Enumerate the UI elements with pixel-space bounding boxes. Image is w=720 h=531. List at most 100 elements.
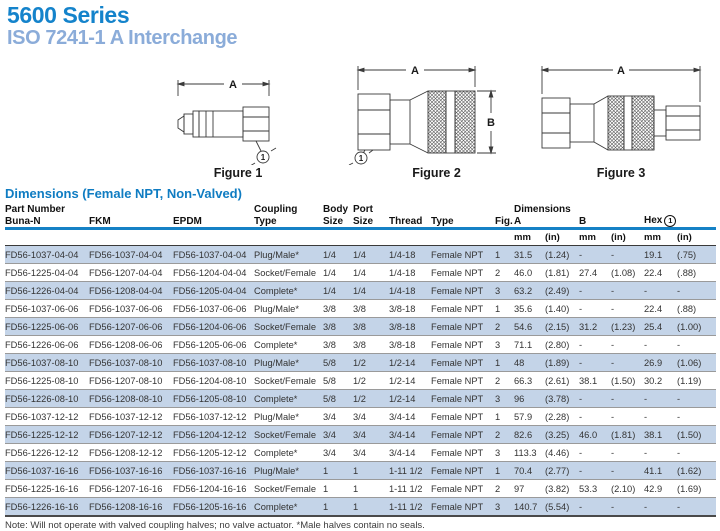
cell-body: 5/8 xyxy=(323,389,354,408)
cell-b_mm: - xyxy=(579,389,612,408)
cell-fig: 2 xyxy=(495,317,515,336)
cell-thread: 1-11 1/2 xyxy=(389,497,432,517)
cell-epdm: FD56-1205-04-04 xyxy=(173,281,255,300)
cell-a_in: (2.61) xyxy=(545,371,580,390)
cell-b_in: - xyxy=(611,335,645,354)
cell-fkm: FD56-1207-06-06 xyxy=(89,317,173,336)
cell-hex_mm: 22.4 xyxy=(644,263,678,282)
cell-body: 5/8 xyxy=(323,353,354,372)
table-row: FD56-1226-08-10 FD56-1208-08-10 FD56-1205-… xyxy=(5,389,717,408)
cell-fig: 2 xyxy=(495,263,515,282)
cell-hex_in: - xyxy=(677,281,717,300)
figure-3-drawing: A xyxy=(540,65,702,151)
cell-fig: 3 xyxy=(495,497,515,517)
cell-b_in: - xyxy=(611,245,645,264)
table-row: FD56-1037-08-10 FD56-1037-08-10 FD56-1037-… xyxy=(5,353,717,372)
cell-epdm: FD56-1204-16-16 xyxy=(173,479,255,498)
cell-body: 3/4 xyxy=(323,407,354,426)
cell-port: 1/2 xyxy=(353,353,390,372)
cell-type: Female NPT xyxy=(431,353,496,372)
cell-thread: 3/4-14 xyxy=(389,425,432,444)
cell-hex_in: - xyxy=(677,389,717,408)
cell-type: Female NPT xyxy=(431,263,496,282)
table-row: FD56-1037-04-04 FD56-1037-04-04 FD56-1037-… xyxy=(5,245,717,264)
cell-type: Female NPT xyxy=(431,425,496,444)
header-dimensions: Dimensions xyxy=(514,204,571,215)
figure-1-dim-a-label: A xyxy=(229,79,237,91)
cell-hex_in: - xyxy=(677,407,717,426)
cell-fkm: FD56-1037-12-12 xyxy=(89,407,173,426)
cell-buna: FD56-1037-16-16 xyxy=(5,461,89,480)
cell-fig: 3 xyxy=(495,389,515,408)
header-b-in: (in) xyxy=(611,228,645,246)
cell-epdm: FD56-1204-12-12 xyxy=(173,425,255,444)
cell-type: Female NPT xyxy=(431,299,496,318)
cell-buna: FD56-1226-16-16 xyxy=(5,497,89,517)
cell-coupling: Socket/Female xyxy=(254,479,324,498)
figure-3: A Figure 3 xyxy=(528,60,714,180)
cell-coupling: Plug/Male* xyxy=(254,299,324,318)
figure-3-dim-a-label: A xyxy=(617,65,625,77)
cell-a_in: (1.89) xyxy=(545,353,580,372)
header-type: Type xyxy=(431,215,496,230)
cell-hex_mm: 22.4 xyxy=(644,299,678,318)
cell-b_in: - xyxy=(611,353,645,372)
cell-hex_in: (1.00) xyxy=(677,317,717,336)
cell-coupling: Socket/Female xyxy=(254,317,324,336)
cell-fkm: FD56-1208-08-10 xyxy=(89,389,173,408)
cell-port: 1/4 xyxy=(353,245,390,264)
header-body-line1: Body xyxy=(323,204,349,215)
cell-thread: 1-11 1/2 xyxy=(389,461,432,480)
cell-thread: 1/2-14 xyxy=(389,389,432,408)
cell-buna: FD56-1225-06-06 xyxy=(5,317,89,336)
cell-port: 1/2 xyxy=(353,389,390,408)
cell-a_mm: 96 xyxy=(514,389,546,408)
cell-a_in: (1.24) xyxy=(545,245,580,264)
header-port-line2: Size xyxy=(353,215,390,230)
cell-type: Female NPT xyxy=(431,281,496,300)
header-port-line1: Port xyxy=(353,204,374,215)
cell-a_mm: 82.6 xyxy=(514,425,546,444)
cell-epdm: FD56-1205-12-12 xyxy=(173,443,255,462)
cell-hex_mm: - xyxy=(644,281,678,300)
cell-fkm: FD56-1037-06-06 xyxy=(89,299,173,318)
cell-thread: 1/2-14 xyxy=(389,353,432,372)
cell-b_mm: 53.3 xyxy=(579,479,612,498)
cell-port: 3/4 xyxy=(353,425,390,444)
cell-hex_mm: 30.2 xyxy=(644,371,678,390)
cell-type: Female NPT xyxy=(431,461,496,480)
cell-a_mm: 48 xyxy=(514,353,546,372)
cell-coupling: Complete* xyxy=(254,335,324,354)
cell-coupling: Complete* xyxy=(254,443,324,462)
dimensions-table: Part Number Coupling Body Port Dimension… xyxy=(5,204,717,517)
cell-hex_in: (.75) xyxy=(677,245,717,264)
header-hex-in: (in) xyxy=(677,228,717,246)
cell-b_in: (1.50) xyxy=(611,371,645,390)
cell-a_mm: 35.6 xyxy=(514,299,546,318)
cell-a_mm: 31.5 xyxy=(514,245,546,264)
cell-b_in: (1.81) xyxy=(611,425,645,444)
cell-epdm: FD56-1205-08-10 xyxy=(173,389,255,408)
cell-fkm: FD56-1037-04-04 xyxy=(89,245,173,264)
cell-epdm: FD56-1037-06-06 xyxy=(173,299,255,318)
figure-3-caption: Figure 3 xyxy=(596,166,646,180)
cell-a_mm: 140.7 xyxy=(514,497,546,517)
table-row: FD56-1226-12-12 FD56-1208-12-12 FD56-1205-… xyxy=(5,443,717,462)
cell-port: 3/8 xyxy=(353,317,390,336)
cell-fkm: FD56-1207-16-16 xyxy=(89,479,173,498)
cell-coupling: Plug/Male* xyxy=(254,353,324,372)
cell-b_mm: - xyxy=(579,353,612,372)
cell-a_mm: 113.3 xyxy=(514,443,546,462)
cell-b_in: - xyxy=(611,407,645,426)
cell-body: 1 xyxy=(323,461,354,480)
header-epdm: EPDM xyxy=(173,215,255,230)
table-row: FD56-1225-04-04 FD56-1207-04-04 FD56-1204-… xyxy=(5,263,717,282)
cell-a_in: (3.25) xyxy=(545,425,580,444)
table-row: FD56-1037-06-06 FD56-1037-06-06 FD56-1037-… xyxy=(5,299,717,318)
cell-b_mm: 46.0 xyxy=(579,425,612,444)
footnote: Note: Will not operate with valved coupl… xyxy=(5,520,425,531)
cell-b_mm: - xyxy=(579,407,612,426)
table-row: FD56-1226-04-04 FD56-1208-04-04 FD56-1205-… xyxy=(5,281,717,300)
cell-hex_in: - xyxy=(677,497,717,517)
figure-1-drawing: A 1 xyxy=(176,79,277,165)
